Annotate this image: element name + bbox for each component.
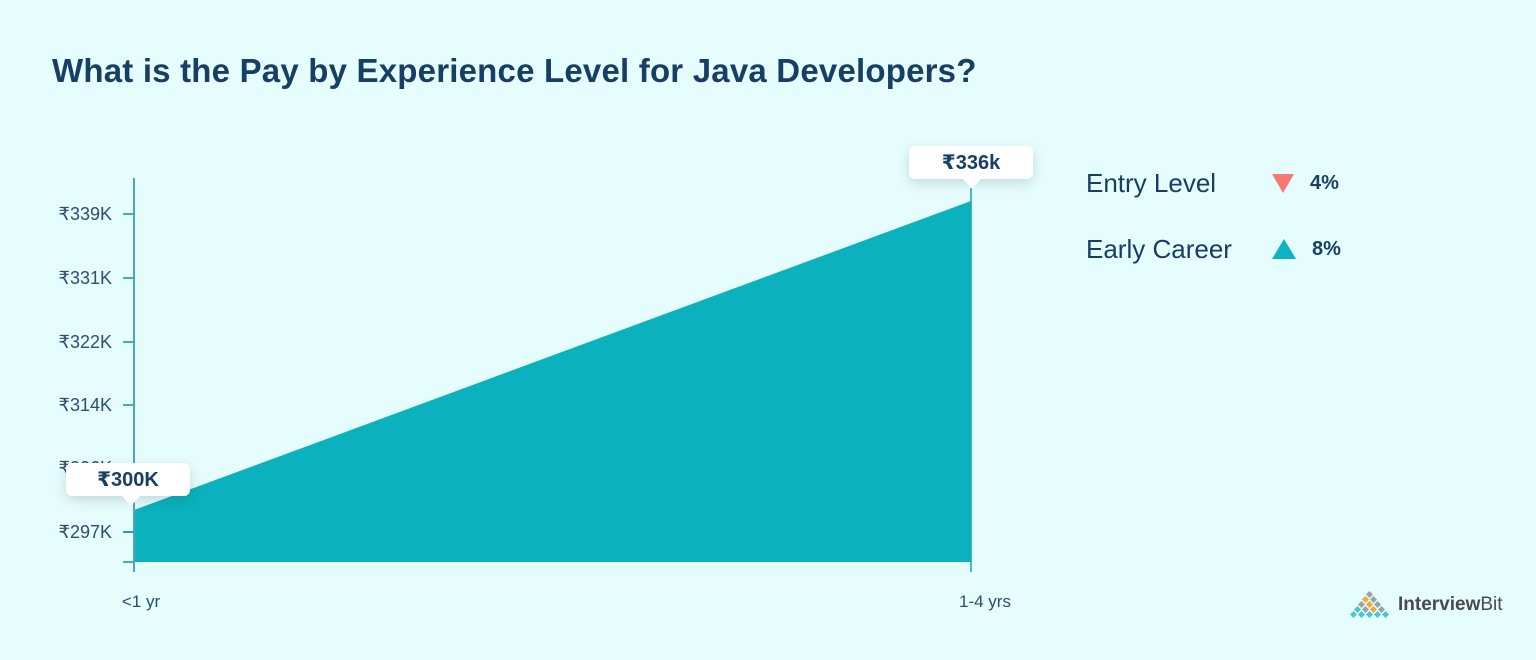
- triangle-up-icon: [1272, 239, 1296, 259]
- y-tick-label: ₹331K: [58, 268, 113, 288]
- brand-name-part1: Interview: [1398, 594, 1481, 615]
- interviewbit-logo-icon: [1349, 591, 1390, 619]
- legend-change: 4%: [1310, 171, 1339, 194]
- y-tick-label: ₹322K: [58, 332, 113, 352]
- y-axis-ticks: [123, 213, 134, 563]
- y-tick-label: ₹297K: [58, 522, 113, 542]
- legend: Entry Level 4% Early Career 8%: [1086, 150, 1341, 282]
- y-tick-label: ₹314K: [58, 395, 113, 415]
- area-series: [134, 201, 971, 562]
- legend-change: 8%: [1312, 237, 1341, 260]
- end-value-callout: ₹336k: [909, 146, 1033, 189]
- triangle-down-icon: [1272, 173, 1294, 193]
- brand-name-part2: Bit: [1480, 594, 1503, 615]
- y-tick-label: ₹339K: [58, 204, 113, 224]
- legend-item-early-career: Early Career 8%: [1086, 216, 1341, 282]
- brand-name: InterviewBit: [1398, 594, 1503, 616]
- start-value-callout: ₹300K: [66, 463, 190, 506]
- x-tick-label: 1-4 yrs: [959, 592, 1011, 611]
- brand-logo: InterviewBit: [1348, 591, 1503, 619]
- legend-label: Early Career: [1086, 233, 1232, 264]
- chart-title: What is the Pay by Experience Level for …: [52, 52, 977, 89]
- legend-label: Entry Level: [1086, 167, 1217, 198]
- legend-item-entry-level: Entry Level 4%: [1086, 150, 1341, 216]
- x-tick-label: <1 yr: [121, 592, 161, 611]
